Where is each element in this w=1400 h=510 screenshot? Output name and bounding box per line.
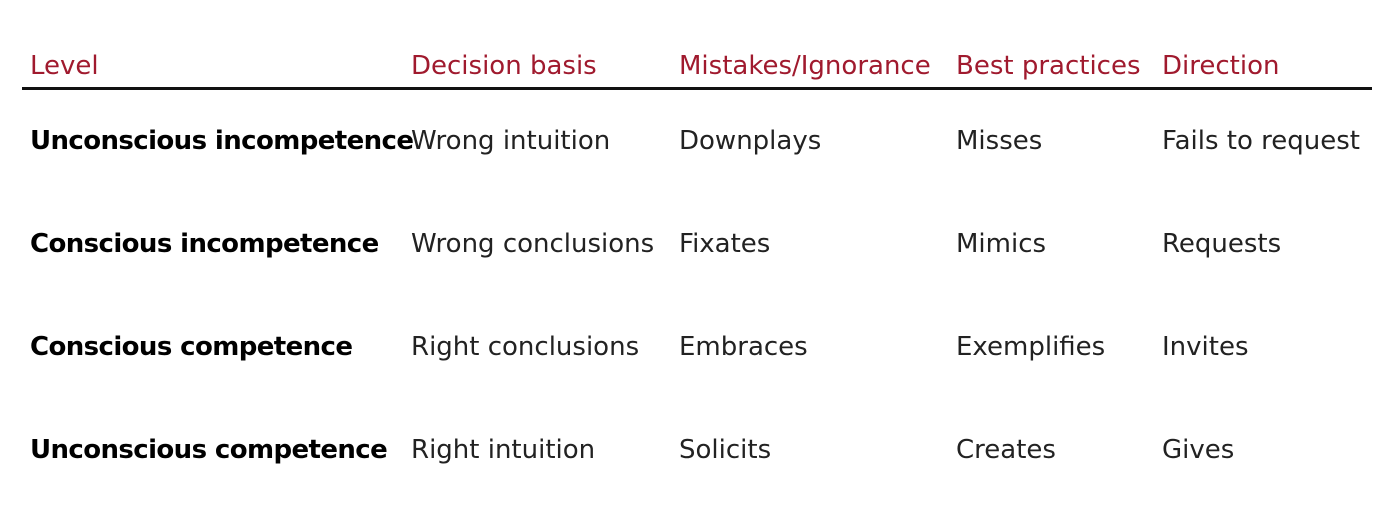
header-divider [22, 87, 1372, 90]
mistakes-ignorance-cell: Downplays [679, 126, 822, 156]
table-header: Level Decision basis Mistakes/Ignorance … [0, 44, 1400, 88]
level-cell: Unconscious competence [30, 435, 388, 465]
mistakes-ignorance-cell: Fixates [679, 229, 771, 259]
direction-cell: Gives [1162, 435, 1235, 465]
table-row: Conscious competence Right conclusions E… [0, 322, 1400, 372]
level-cell: Unconscious incompetence [30, 126, 414, 156]
table-row: Unconscious incompetence Wrong intuition… [0, 116, 1400, 166]
direction-cell: Fails to request [1162, 126, 1360, 156]
best-practices-cell: Exemplifies [956, 332, 1106, 362]
level-cell: Conscious competence [30, 332, 353, 362]
direction-cell: Requests [1162, 229, 1282, 259]
direction-cell: Invites [1162, 332, 1249, 362]
header-level: Level [30, 51, 99, 81]
header-decision-basis: Decision basis [411, 51, 597, 81]
table-row: Unconscious competence Right intuition S… [0, 425, 1400, 475]
best-practices-cell: Creates [956, 435, 1056, 465]
level-cell: Conscious incompetence [30, 229, 379, 259]
header-mistakes-ignorance: Mistakes/Ignorance [679, 51, 931, 81]
header-direction: Direction [1162, 51, 1280, 81]
mistakes-ignorance-cell: Embraces [679, 332, 808, 362]
table-row: Conscious incompetence Wrong conclusions… [0, 219, 1400, 269]
best-practices-cell: Mimics [956, 229, 1047, 259]
decision-basis-cell: Wrong intuition [411, 126, 611, 156]
decision-basis-cell: Right conclusions [411, 332, 640, 362]
best-practices-cell: Misses [956, 126, 1043, 156]
header-best-practices: Best practices [956, 51, 1141, 81]
decision-basis-cell: Right intuition [411, 435, 596, 465]
decision-basis-cell: Wrong conclusions [411, 229, 655, 259]
mistakes-ignorance-cell: Solicits [679, 435, 772, 465]
